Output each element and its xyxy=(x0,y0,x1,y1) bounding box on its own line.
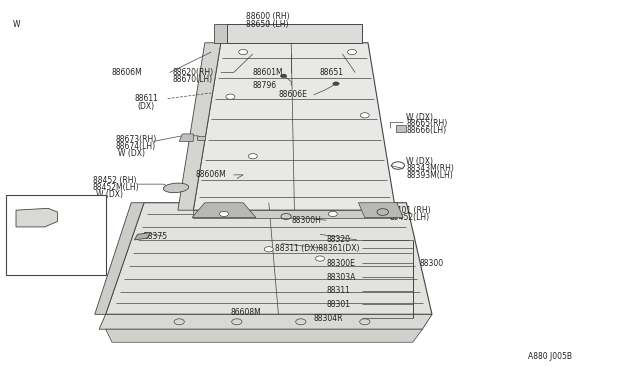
Polygon shape xyxy=(214,24,227,43)
Polygon shape xyxy=(193,210,396,218)
Text: 88651: 88651 xyxy=(320,68,344,77)
Text: W (DX): W (DX) xyxy=(118,149,145,158)
Text: W (DX): W (DX) xyxy=(406,113,433,122)
Polygon shape xyxy=(99,314,432,329)
Polygon shape xyxy=(396,125,406,132)
Bar xyxy=(6,195,106,275)
Text: A880 J005B: A880 J005B xyxy=(528,352,572,361)
Circle shape xyxy=(264,247,273,252)
Text: 88452M(LH): 88452M(LH) xyxy=(93,183,140,192)
Text: 88606E: 88606E xyxy=(278,90,307,99)
Text: 88673(RH): 88673(RH) xyxy=(115,135,156,144)
Text: W (DX): W (DX) xyxy=(406,157,433,166)
Circle shape xyxy=(316,256,324,261)
Text: 88650 (LH): 88650 (LH) xyxy=(246,20,289,29)
Polygon shape xyxy=(227,24,362,43)
Text: 88670(LH): 88670(LH) xyxy=(173,76,213,84)
Circle shape xyxy=(220,211,228,217)
Text: 88393M(LH): 88393M(LH) xyxy=(406,171,453,180)
Text: 89401 (RH): 89401 (RH) xyxy=(387,206,431,215)
Polygon shape xyxy=(193,43,396,210)
Polygon shape xyxy=(197,136,205,140)
Text: W: W xyxy=(13,20,20,29)
Text: W (DX): W (DX) xyxy=(96,190,123,199)
Polygon shape xyxy=(178,43,221,210)
Ellipse shape xyxy=(163,183,189,193)
Text: 88300H: 88300H xyxy=(291,216,321,225)
Text: 88300: 88300 xyxy=(419,259,444,267)
Text: 88606M: 88606M xyxy=(112,68,143,77)
Text: 86608M: 86608M xyxy=(230,308,261,317)
Text: OP:W (SL): OP:W (SL) xyxy=(12,268,49,277)
Text: (DX): (DX) xyxy=(138,102,155,110)
Circle shape xyxy=(280,74,287,78)
Text: 88303A: 88303A xyxy=(326,273,356,282)
Text: 89452(LH): 89452(LH) xyxy=(389,213,429,222)
Text: 88665(RH): 88665(RH) xyxy=(406,119,447,128)
Polygon shape xyxy=(134,232,150,240)
Polygon shape xyxy=(16,208,58,227)
Text: 88666(LH): 88666(LH) xyxy=(406,126,447,135)
Text: 88611: 88611 xyxy=(134,94,158,103)
Text: 88320: 88320 xyxy=(326,235,351,244)
Text: 88601M: 88601M xyxy=(253,68,284,77)
Polygon shape xyxy=(106,329,422,342)
Text: 88606M: 88606M xyxy=(195,170,226,179)
Circle shape xyxy=(226,94,235,99)
Text: 88674(LH): 88674(LH) xyxy=(115,142,156,151)
Text: 88600 (RH): 88600 (RH) xyxy=(246,12,290,21)
Polygon shape xyxy=(358,203,403,218)
Text: 88796: 88796 xyxy=(253,81,277,90)
Polygon shape xyxy=(95,203,144,314)
Text: 88343M(RH): 88343M(RH) xyxy=(406,164,454,173)
Text: 88311 (DX)88361(DX): 88311 (DX)88361(DX) xyxy=(275,244,360,253)
Text: 88311: 88311 xyxy=(326,286,350,295)
Polygon shape xyxy=(179,134,193,141)
Circle shape xyxy=(239,49,248,55)
Circle shape xyxy=(333,82,339,86)
Circle shape xyxy=(348,49,356,55)
Text: 86400N: 86400N xyxy=(61,213,91,222)
Polygon shape xyxy=(106,203,432,314)
Text: 88452 (RH): 88452 (RH) xyxy=(93,176,136,185)
Text: 88620(RH): 88620(RH) xyxy=(173,68,214,77)
Text: 88304R: 88304R xyxy=(314,314,343,323)
Text: 88300E: 88300E xyxy=(326,259,355,267)
Text: 88301: 88301 xyxy=(326,300,351,309)
Circle shape xyxy=(248,154,257,159)
Circle shape xyxy=(328,211,337,217)
Polygon shape xyxy=(192,203,256,218)
Text: 88375: 88375 xyxy=(144,232,168,241)
Circle shape xyxy=(360,113,369,118)
